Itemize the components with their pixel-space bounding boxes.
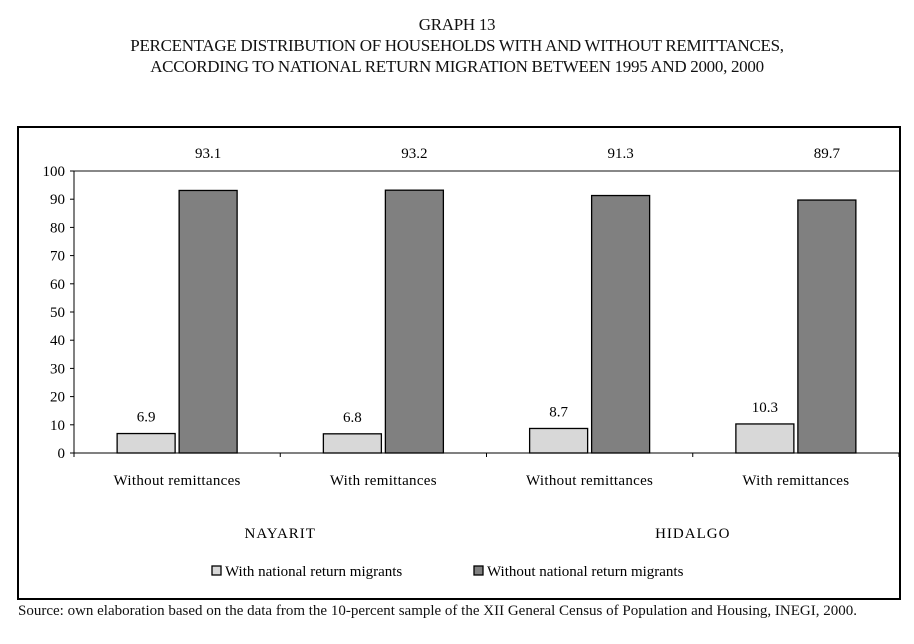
bar-without-migrants (590, 194, 651, 454)
data-label: 91.3 (608, 146, 634, 162)
source-note: Source: own elaboration based on the dat… (18, 603, 857, 619)
bar-chart: 0 10 20 30 40 50 60 70 80 90 100 6.9 93.1 Without rem… (43, 146, 899, 580)
bar-with-migrants (735, 423, 795, 454)
title-line-3: ACCORDING TO NATIONAL RETURN MIGRATION B… (150, 57, 764, 76)
y-tick-label: 10 (50, 418, 65, 434)
data-label: 10.3 (752, 400, 778, 416)
chart-frame: 0 10 20 30 40 50 60 70 80 90 100 6.9 93.1 Without rem… (17, 126, 901, 600)
y-tick-label: 80 (50, 220, 65, 236)
bar-without-migrants (797, 199, 857, 454)
y-tick-label: 70 (50, 249, 65, 265)
legend-label: Without national return migrants (487, 564, 684, 580)
bar-without-migrants (178, 189, 238, 454)
group-label: HIDALGO (655, 526, 730, 542)
data-label: 93.2 (401, 146, 427, 162)
y-tick-label: 30 (50, 361, 65, 377)
x-category-label: With remittances (330, 473, 437, 489)
data-label: 8.7 (549, 404, 568, 420)
title-line-2: PERCENTAGE DISTRIBUTION OF HOUSEHOLDS WI… (130, 36, 784, 55)
bar-with-migrants (528, 427, 589, 454)
bar-with-migrants (322, 433, 383, 454)
y-tick-label: 0 (58, 446, 66, 462)
y-tick-label: 60 (50, 277, 65, 293)
data-label: 6.9 (137, 410, 156, 426)
y-tick-label: 50 (50, 305, 65, 321)
legend-label: With national return migrants (225, 564, 402, 580)
title-line-1: GRAPH 13 (418, 15, 496, 34)
data-label: 6.8 (343, 410, 362, 426)
bar-with-migrants (116, 432, 176, 454)
chart-title: GRAPH 13 PERCENTAGE DISTRIBUTION OF HOUS… (0, 14, 914, 77)
x-category-label: With remittances (742, 473, 849, 489)
group-label: NAYARIT (245, 526, 316, 542)
y-tick-label: 90 (50, 192, 65, 208)
data-label: 89.7 (814, 146, 841, 162)
y-tick-label: 20 (50, 390, 65, 406)
legend-swatch (211, 565, 222, 576)
legend-swatch (473, 565, 484, 576)
y-tick-label: 40 (50, 333, 65, 349)
data-label: 93.1 (195, 146, 221, 162)
y-tick-label: 100 (43, 164, 66, 180)
x-category-label: Without remittances (526, 473, 653, 489)
bar-without-migrants (384, 189, 445, 454)
x-category-label: Without remittances (114, 473, 241, 489)
